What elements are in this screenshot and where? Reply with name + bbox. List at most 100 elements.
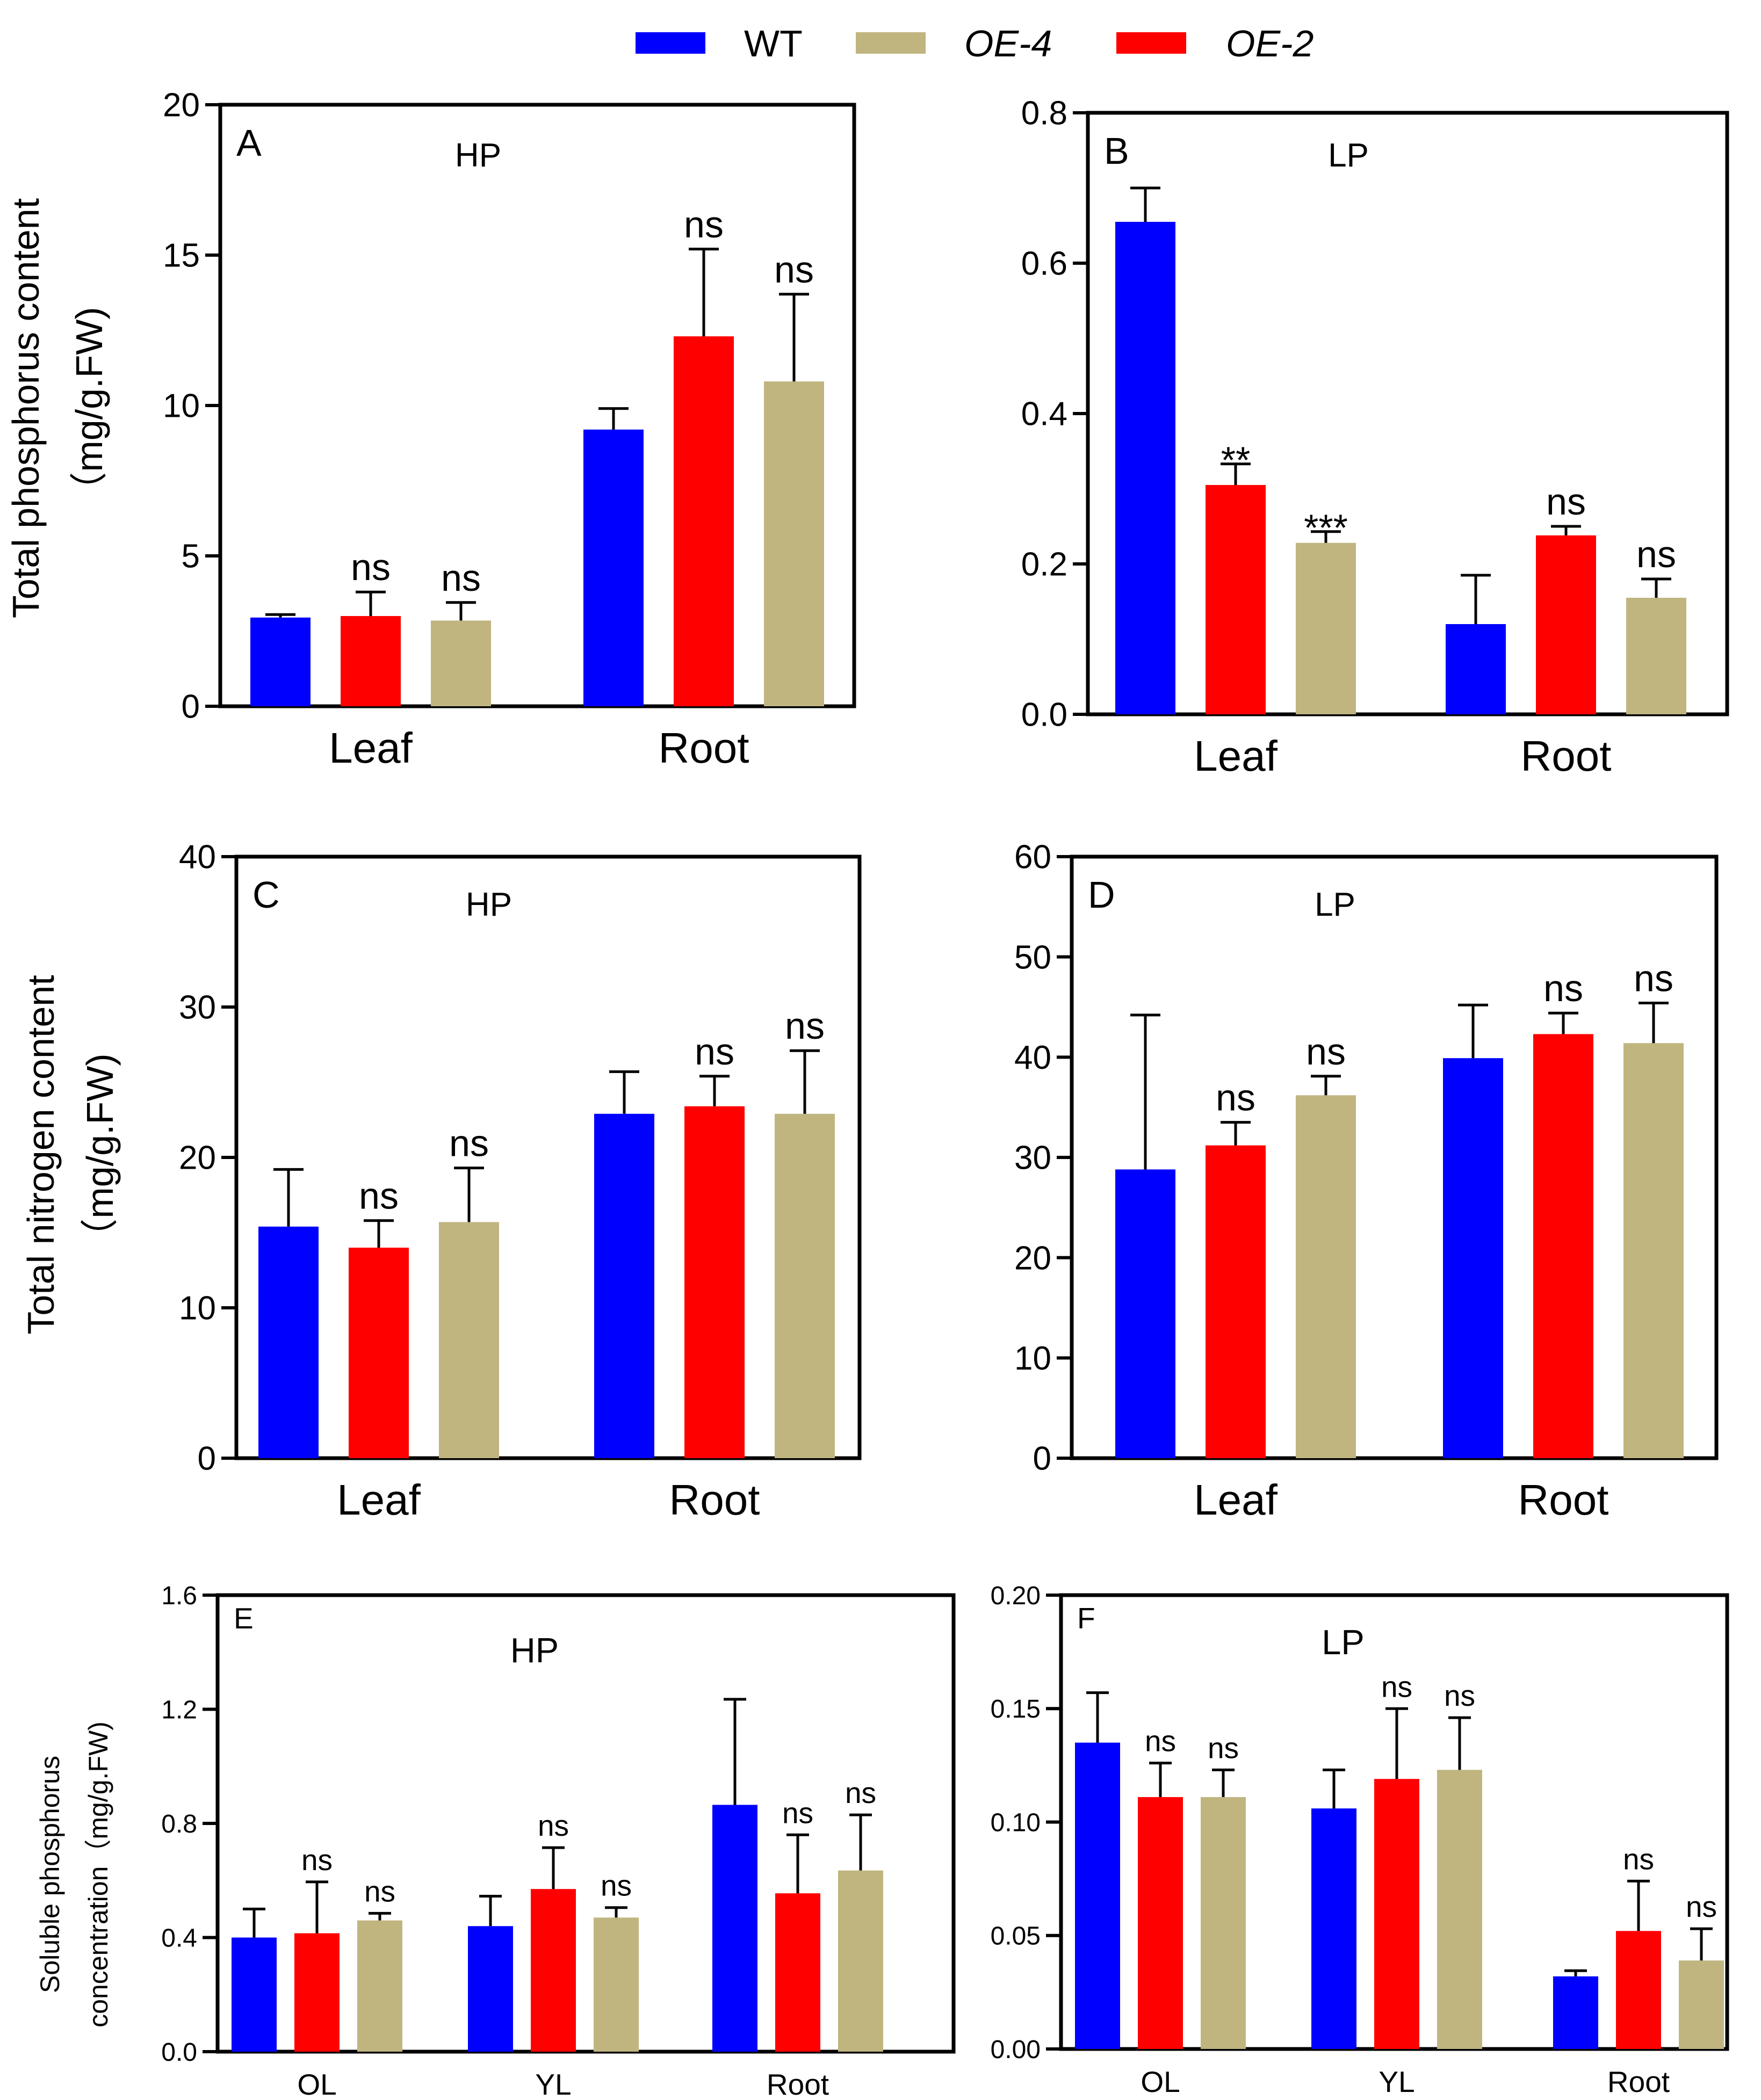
panel-a-category-label: Root — [659, 724, 749, 772]
panel-e-bar-oe-4 — [838, 1870, 883, 2052]
panel-d-ytick-label: 60 — [1014, 839, 1051, 876]
panel-b-title: LP — [1328, 137, 1369, 174]
panel-a-bar-oe-2 — [674, 336, 734, 706]
panel-e-category-label: YL — [535, 2068, 571, 2100]
panel-d-ytick-label: 50 — [1014, 939, 1051, 976]
panel-f-significance-label: ns — [1208, 1731, 1239, 1764]
panel-f-ytick-label: 0.10 — [991, 1808, 1041, 1837]
legend-swatch-oe-4 — [856, 32, 926, 54]
panel-f-ytick-label: 0.00 — [991, 2036, 1041, 2064]
panel-e-ytick-label: 1.6 — [161, 1582, 197, 1610]
y-axis-label-phosphorus-line1: Total phosphorus content — [5, 198, 47, 618]
row-labels: Total phosphorus content （mg/g.FW) Total n… — [5, 198, 121, 2027]
panel-a-ytick-label: 20 — [163, 87, 200, 124]
panel-d-bar-wt — [1443, 1058, 1503, 1458]
panel-e-bar-oe-4 — [357, 1920, 402, 2052]
panel-b-ytick-label: 0.2 — [1021, 546, 1067, 583]
y-axis-label-phosphorus-line2: （mg/g.FW) — [68, 307, 110, 509]
panel-b-ytick-label: 0.6 — [1021, 245, 1067, 283]
panel-a-letter: A — [236, 122, 262, 164]
panel-c-significance-label: ns — [449, 1123, 489, 1164]
panel-b-significance-label: ns — [1546, 481, 1586, 523]
panel-f-ytick-label: 0.15 — [991, 1695, 1041, 1724]
panel-c-ytick-label: 40 — [179, 839, 216, 876]
panel-a: 0 5 10 15 20 A HP Leaf Root ns ns ns ns — [163, 87, 856, 772]
panel-d-bar-oe-2 — [1533, 1034, 1593, 1458]
panel-e-significance-label: ns — [301, 1843, 333, 1877]
panel-e-bar-oe-4 — [594, 1917, 639, 2052]
panel-d-significance-label: ns — [1216, 1077, 1255, 1119]
panel-b-bar-oe-2 — [1206, 485, 1266, 714]
panel-a-ytick-label: 15 — [163, 237, 200, 274]
panel-a-significance-label: ns — [774, 249, 814, 291]
panel-e-letter: E — [234, 1602, 254, 1635]
panel-e-bar-oe-2 — [294, 1933, 340, 2052]
panel-a-significance-label: ns — [684, 204, 724, 245]
legend: WT OE-4 OE-2 — [636, 23, 1313, 64]
panel-d-ytick-label: 20 — [1014, 1240, 1051, 1277]
panel-d-ytick-label: 40 — [1014, 1039, 1051, 1076]
panel-f-bar-wt — [1311, 1808, 1356, 2049]
panel-f-category-label: Root — [1607, 2065, 1670, 2098]
panel-c-ytick-label: 30 — [179, 989, 216, 1026]
panel-b-letter: B — [1104, 130, 1129, 172]
panel-d-title: LP — [1315, 886, 1355, 923]
panel-f-bar-wt — [1075, 1742, 1120, 2049]
panel-f-bar-oe-2 — [1138, 1797, 1183, 2049]
panel-d-ytick-label: 0 — [1033, 1440, 1051, 1478]
panel-d-bar-wt — [1115, 1169, 1175, 1458]
panel-f-letter: F — [1077, 1602, 1095, 1635]
panel-e-ytick-label: 1.2 — [161, 1696, 197, 1724]
panel-d-category-label: Root — [1518, 1476, 1609, 1524]
panel-e-significance-label: ns — [601, 1869, 632, 1902]
panel-a-frame — [218, 103, 856, 708]
panel-a-significance-label: ns — [351, 546, 391, 588]
panel-b-category-label: Leaf — [1194, 732, 1278, 780]
legend-swatch-wt — [636, 32, 705, 54]
panel-f-bar-oe-4 — [1201, 1797, 1246, 2049]
panel-d-significance-label: ns — [1306, 1031, 1346, 1073]
panel-b-ytick-label: 0.0 — [1021, 697, 1067, 734]
panel-b-bar-wt — [1446, 624, 1506, 714]
panel-a-ytick-label: 10 — [163, 388, 200, 425]
panel-f-category-label: OL — [1141, 2065, 1180, 2098]
legend-label-wt: WT — [744, 23, 803, 64]
panel-e-title: HP — [510, 1631, 559, 1670]
y-axis-label-soluble-line2: concentration（mg/g.FW) — [83, 1721, 113, 2027]
panel-e-significance-label: ns — [782, 1796, 813, 1829]
panel-c-ytick-label: 10 — [179, 1290, 216, 1327]
panel-b-significance-label: ns — [1636, 533, 1676, 575]
panel-d-ytick-label: 10 — [1014, 1340, 1051, 1377]
panel-f-bar-oe-2 — [1616, 1931, 1661, 2049]
panel-e-bar-wt — [232, 1937, 277, 2052]
panel-f-bar-oe-4 — [1437, 1770, 1482, 2049]
panel-c-bar-oe-4 — [439, 1222, 499, 1458]
panel-e-ytick-label: 0.4 — [161, 1924, 197, 1952]
panel-a-significance-label: ns — [441, 557, 481, 599]
panel-f-category-label: YL — [1379, 2065, 1414, 2098]
panel-c-bar-oe-2 — [684, 1106, 745, 1458]
panel-a-bar-oe-4 — [764, 381, 824, 706]
panel-f-significance-label: ns — [1686, 1890, 1717, 1923]
panel-a-bar-wt — [250, 617, 311, 706]
panel-a-ytick-label: 5 — [182, 538, 200, 575]
panel-a-category-label: Leaf — [329, 724, 413, 772]
legend-label-oe-2: OE-2 — [1226, 23, 1313, 64]
panel-e-bar-wt — [712, 1805, 757, 2052]
panel-c-significance-label: ns — [359, 1175, 399, 1217]
panel-c-letter: C — [252, 874, 280, 916]
panel-c-significance-label: ns — [785, 1005, 825, 1047]
panel-f-title: LP — [1322, 1623, 1365, 1662]
panel-b-bar-wt — [1115, 222, 1175, 714]
panel-e-significance-label: ns — [538, 1809, 569, 1842]
panel-c-bar-oe-4 — [775, 1113, 835, 1458]
panel-f-significance-label: ns — [1623, 1842, 1654, 1875]
panel-b-ytick-label: 0.4 — [1021, 396, 1067, 433]
panel-f-bar-wt — [1553, 1976, 1598, 2049]
panel-a-bar-wt — [583, 429, 644, 706]
panel-d: 0 10 20 30 40 50 60 D LP Leaf Root ns ns ns ns — [1014, 839, 1719, 1524]
panel-b-bar-oe-2 — [1536, 535, 1596, 714]
y-axis-label-nitrogen-line1: Total nitrogen content — [20, 975, 62, 1334]
